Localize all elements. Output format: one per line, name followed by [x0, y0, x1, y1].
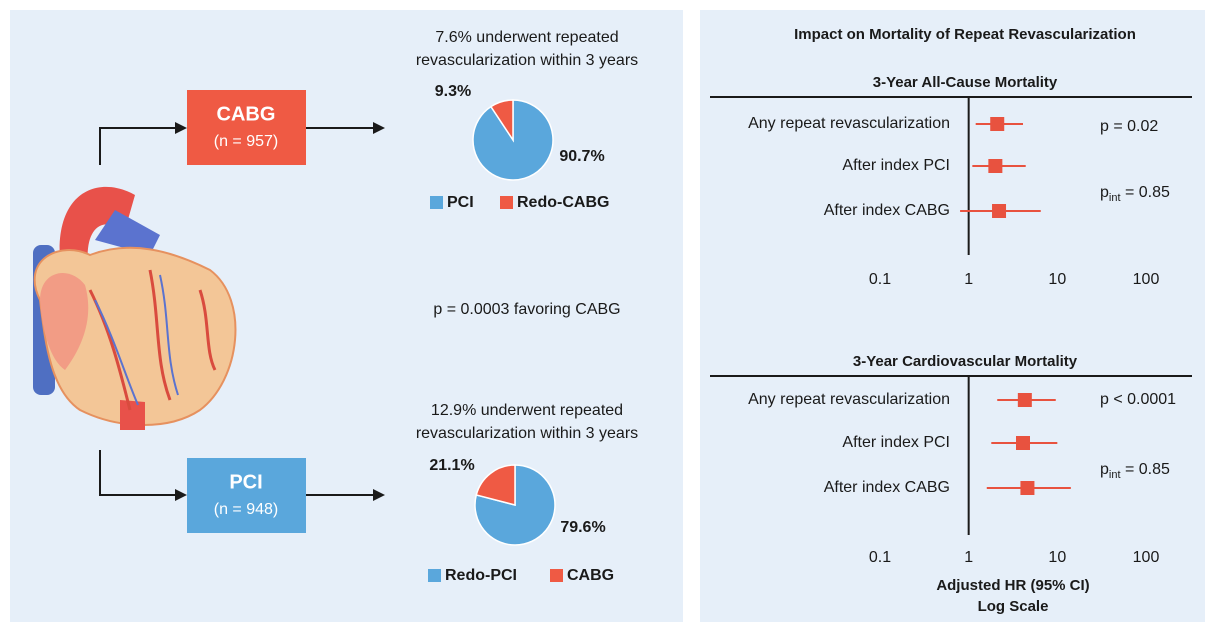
row-label: After index PCI — [842, 157, 950, 174]
legend-swatch — [430, 196, 443, 209]
pie-title: 12.9% underwent repeated revascularizati… — [415, 402, 639, 442]
row-label: After index PCI — [842, 434, 950, 451]
annotation-subscript: int — [1109, 469, 1121, 481]
annotation-text: p = 0.02 — [1100, 118, 1158, 135]
flow-arrows — [99, 127, 376, 496]
value-label: 79.6% — [560, 519, 605, 536]
annotation-text: p < 0.0001 — [1100, 391, 1176, 408]
box-count: (n = 948) — [214, 501, 278, 518]
x-tick-label: 100 — [1133, 271, 1160, 288]
row-label: After index CABG — [824, 202, 950, 219]
legend-swatch — [550, 569, 563, 582]
x-tick-label: 10 — [1048, 271, 1066, 288]
hr-point — [1020, 481, 1035, 495]
panel-title: Impact on Mortality of Repeat Revascular… — [794, 26, 1136, 43]
x-tick-label: 1 — [964, 549, 973, 566]
annotation-suffix: = 0.85 — [1121, 461, 1170, 478]
heart-illustration — [33, 186, 237, 430]
arrow-heads — [175, 122, 385, 501]
pie-slice — [475, 464, 516, 506]
legend-label: Redo-CABG — [517, 194, 609, 211]
annotation-text: p — [1100, 461, 1109, 478]
legend-label: CABG — [567, 567, 614, 584]
hr-point — [988, 159, 1003, 173]
annotation: p < 0.0001 — [1100, 391, 1176, 408]
cabg-box — [187, 90, 306, 165]
legend-label: PCI — [447, 194, 474, 211]
box-count: (n = 957) — [214, 133, 278, 150]
box-label: PCI — [229, 471, 262, 493]
legend-swatch — [428, 569, 441, 582]
annotation-suffix: = 0.85 — [1121, 184, 1170, 201]
hr-point — [1017, 393, 1032, 407]
annotation-subscript: int — [1109, 192, 1121, 204]
comparison: p = 0.0003 favoring CABG — [433, 301, 620, 318]
x-tick-label: 1 — [964, 271, 973, 288]
x-tick-label: 0.1 — [869, 271, 891, 288]
value-label: 90.7% — [559, 148, 604, 165]
x-axis-note: Log Scale — [978, 598, 1049, 615]
annotation: p = 0.02 — [1100, 118, 1158, 135]
pie-title: 7.6% underwent repeated revascularizatio… — [415, 29, 639, 69]
legend-label: Redo-PCI — [445, 567, 517, 584]
row-label: Any repeat revascularization — [748, 391, 950, 408]
annotation: pint = 0.85 — [1100, 461, 1170, 481]
x-axis-label: Adjusted HR (95% CI) — [936, 577, 1089, 594]
plot-title: 3-Year Cardiovascular Mortality — [853, 353, 1078, 370]
pci-box — [187, 458, 306, 533]
right-panel — [700, 10, 1205, 622]
plot-title: 3-Year All-Cause Mortality — [873, 74, 1058, 91]
hr-point — [990, 117, 1005, 131]
row-label: After index CABG — [824, 479, 950, 496]
x-tick-label: 0.1 — [869, 549, 891, 566]
legend-swatch — [500, 196, 513, 209]
box-label: CABG — [217, 103, 276, 125]
hr-point — [992, 204, 1007, 218]
row-label: Any repeat revascularization — [748, 115, 950, 132]
pie-slice — [489, 99, 514, 143]
value-label: 9.3% — [435, 83, 471, 100]
x-tick-label: 10 — [1048, 549, 1066, 566]
hr-point — [1016, 436, 1031, 450]
x-tick-label: 100 — [1133, 549, 1160, 566]
annotation: pint = 0.85 — [1100, 184, 1170, 204]
annotation-text: p — [1100, 184, 1109, 201]
value-label: 21.1% — [429, 457, 474, 474]
